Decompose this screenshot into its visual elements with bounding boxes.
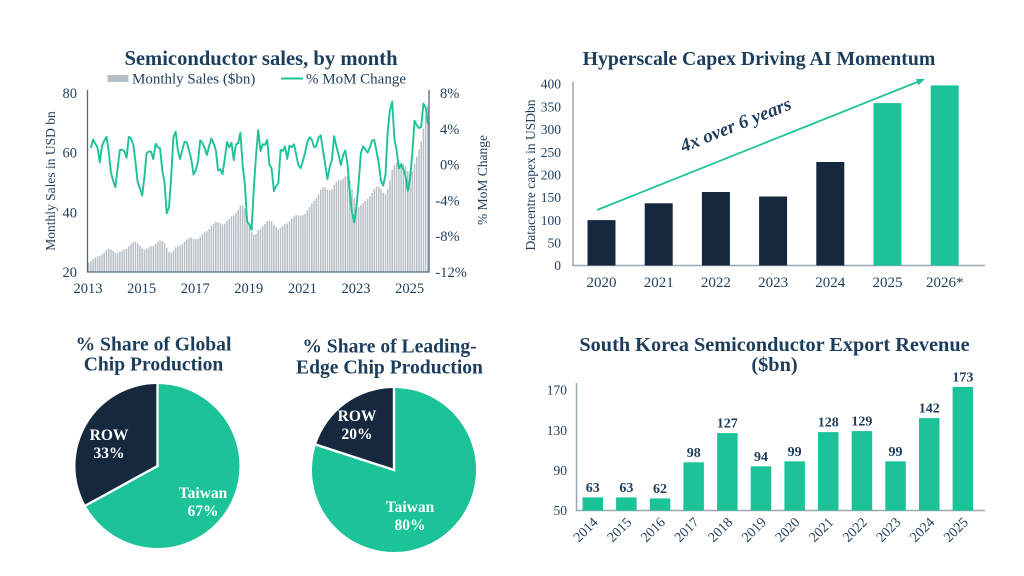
svg-text:2013: 2013 [74, 281, 103, 297]
svg-text:400: 400 [541, 77, 562, 92]
svg-text:2020: 2020 [773, 515, 803, 545]
svg-text:130: 130 [547, 423, 568, 438]
svg-text:Taiwan: Taiwan [386, 499, 435, 516]
svg-text:-4%: -4% [435, 193, 459, 209]
svg-text:170: 170 [547, 383, 568, 398]
svg-text:200: 200 [541, 167, 562, 182]
svg-text:2022: 2022 [701, 275, 731, 291]
svg-text:($bn): ($bn) [751, 354, 797, 376]
svg-text:Taiwan: Taiwan [179, 485, 228, 502]
svg-text:80%: 80% [395, 517, 426, 534]
svg-text:90: 90 [554, 463, 568, 478]
svg-text:67%: 67% [188, 503, 219, 520]
svg-text:99: 99 [889, 445, 903, 460]
svg-text:-12%: -12% [435, 265, 466, 281]
svg-text:2016: 2016 [638, 515, 668, 545]
svg-text:2019: 2019 [234, 281, 263, 297]
svg-text:2024: 2024 [815, 275, 846, 291]
svg-text:Monthly Sales ($bn): Monthly Sales ($bn) [132, 72, 255, 88]
svg-text:2025: 2025 [873, 275, 903, 291]
svg-text:250: 250 [541, 145, 562, 160]
svg-text:0%: 0% [440, 158, 459, 174]
svg-text:2026*: 2026* [926, 275, 964, 291]
svg-text:2017: 2017 [672, 515, 702, 545]
svg-text:98: 98 [687, 446, 701, 461]
svg-text:100: 100 [541, 213, 562, 228]
svg-text:129: 129 [851, 415, 872, 430]
svg-text:150: 150 [541, 190, 562, 205]
svg-text:-8%: -8% [435, 229, 459, 245]
svg-text:2024: 2024 [908, 515, 938, 545]
svg-text:ROW: ROW [90, 427, 129, 444]
svg-text:128: 128 [818, 416, 839, 431]
svg-text:2015: 2015 [605, 515, 635, 545]
svg-text:Hyperscale Capex Driving AI Mo: Hyperscale Capex Driving AI Momentum [583, 48, 936, 70]
svg-text:% MoM Change: % MoM Change [475, 135, 490, 225]
svg-text:2025: 2025 [395, 281, 424, 297]
svg-text:2018: 2018 [706, 515, 736, 545]
svg-text:99: 99 [788, 445, 802, 460]
svg-text:80: 80 [63, 86, 78, 102]
svg-text:Monthly Sales in USD bn: Monthly Sales in USD bn [43, 111, 58, 251]
svg-text:350: 350 [541, 99, 562, 114]
svg-text:50: 50 [554, 503, 568, 518]
svg-text:% Share of Leading-: % Share of Leading- [302, 337, 476, 358]
svg-text:173: 173 [952, 370, 973, 385]
svg-text:8%: 8% [440, 86, 459, 102]
svg-text:4%: 4% [440, 122, 459, 138]
svg-text:63: 63 [619, 481, 633, 496]
svg-text:2022: 2022 [840, 515, 870, 545]
svg-text:2021: 2021 [288, 281, 317, 297]
svg-text:2014: 2014 [571, 515, 601, 545]
svg-text:20%: 20% [342, 426, 373, 443]
svg-text:60: 60 [63, 146, 78, 162]
svg-text:50: 50 [548, 236, 562, 251]
svg-text:300: 300 [541, 122, 562, 137]
svg-text:40: 40 [63, 205, 78, 221]
svg-text:ROW: ROW [338, 408, 377, 425]
svg-text:Semiconductor sales, by month: Semiconductor sales, by month [124, 48, 398, 70]
svg-text:63: 63 [586, 481, 600, 496]
svg-text:2023: 2023 [758, 275, 788, 291]
svg-text:2017: 2017 [181, 281, 210, 297]
svg-text:94: 94 [754, 450, 768, 465]
svg-text:2021: 2021 [807, 515, 837, 545]
svg-text:62: 62 [653, 482, 667, 497]
svg-text:2021: 2021 [644, 275, 674, 291]
svg-text:142: 142 [919, 402, 940, 417]
svg-text:% MoM Change: % MoM Change [306, 72, 406, 88]
svg-text:Datacentre capex in USDbn: Datacentre capex in USDbn [523, 99, 538, 250]
svg-text:Chip Production: Chip Production [84, 355, 224, 376]
svg-text:2025: 2025 [941, 515, 971, 545]
svg-text:4x over 6 years: 4x over 6 years [677, 94, 795, 158]
svg-text:South Korea Semiconductor Expo: South Korea Semiconductor Export Revenue [579, 334, 969, 356]
svg-text:33%: 33% [94, 445, 125, 462]
svg-text:2015: 2015 [127, 281, 156, 297]
svg-text:% Share of Global: % Share of Global [76, 335, 232, 356]
svg-text:Edge Chip Production: Edge Chip Production [296, 358, 483, 379]
svg-text:2023: 2023 [874, 515, 904, 545]
svg-text:20: 20 [63, 265, 78, 281]
svg-text:2023: 2023 [342, 281, 371, 297]
svg-text:127: 127 [717, 417, 738, 432]
svg-text:2020: 2020 [587, 275, 617, 291]
svg-text:0: 0 [554, 258, 561, 273]
svg-text:2019: 2019 [739, 515, 769, 545]
